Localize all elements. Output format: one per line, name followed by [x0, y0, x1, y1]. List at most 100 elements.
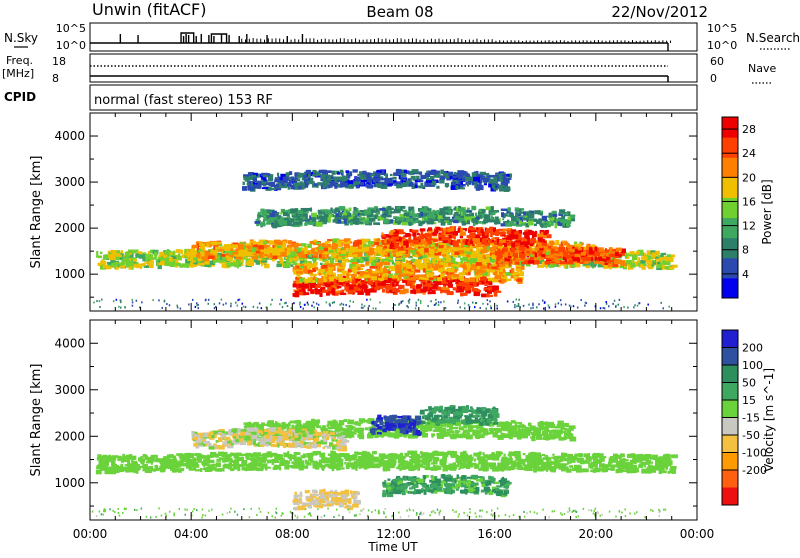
- power-echo-cell: [122, 265, 125, 269]
- power-echo-cell: [316, 242, 321, 245]
- power-echo-cell: [472, 172, 477, 177]
- power-echo-cell: [436, 186, 439, 189]
- power-echo-cell: [628, 265, 631, 270]
- power-echo-cell: [336, 177, 342, 181]
- power-echo-cell: [401, 221, 407, 225]
- power-echo-cell: [470, 268, 473, 270]
- power-echo-cell: [96, 251, 98, 256]
- power-echo-cell: [387, 287, 393, 290]
- power-echo-cell: [545, 261, 550, 265]
- power-echo-cell: [454, 212, 458, 216]
- power-echo-cell: [135, 253, 139, 257]
- power-echo-cell: [300, 181, 303, 184]
- power-echo-cell: [423, 282, 425, 284]
- power-echo-cell: [363, 285, 367, 289]
- power-echo-cell: [453, 242, 459, 247]
- power-echo-cell: [419, 172, 422, 175]
- power-echo-cell: [403, 241, 408, 246]
- power-echo-cell: [507, 230, 512, 234]
- power-echo-cell: [269, 249, 271, 253]
- nave-tick-top: 60: [710, 55, 724, 68]
- power-echo-cell: [534, 210, 540, 214]
- power-echo-cell: [466, 210, 473, 212]
- power-echo-cell: [423, 258, 430, 263]
- power-echo-cell: [496, 230, 499, 235]
- power-echo-cell: [481, 281, 484, 284]
- power-echo-cell: [503, 247, 508, 252]
- power-echo-cell: [335, 291, 341, 293]
- power-echo-cell: [464, 288, 468, 291]
- power-echo-cell: [594, 247, 597, 252]
- power-echo-cell: [651, 252, 656, 257]
- power-echo-cell: [305, 292, 309, 295]
- power-echo-cell: [615, 252, 619, 256]
- power-echo-cell: [488, 240, 490, 242]
- power-echo-cell: [440, 219, 444, 221]
- power-echo-cell: [538, 237, 543, 241]
- power-echo-cell: [578, 248, 583, 250]
- power-echo-cell: [224, 247, 230, 251]
- power-echo-cell: [433, 281, 438, 284]
- power-echo-cell: [483, 255, 486, 259]
- power-echo-cell: [501, 212, 504, 217]
- power-echo-cell: [106, 265, 108, 268]
- power-echo-cell: [230, 262, 237, 266]
- power-echo-cell: [356, 288, 358, 291]
- power-echo-cell: [523, 237, 525, 240]
- power-echo-cell: [176, 249, 181, 253]
- power-echo-cell: [485, 231, 487, 236]
- power-echo-cell: [448, 239, 451, 243]
- power-echo-cell: [447, 228, 451, 231]
- power-echo-cell: [275, 217, 278, 219]
- power-echo-cell: [424, 248, 429, 252]
- power-echo-cell: [606, 260, 610, 262]
- power-echo-cell: [440, 274, 445, 278]
- power-echo-cell: [293, 283, 298, 287]
- power-echo-cell: [476, 242, 482, 247]
- power-echo-cell: [524, 242, 527, 246]
- power-echo-cell: [191, 253, 196, 255]
- power-echo-cell: [566, 222, 568, 224]
- power-echo-cell: [369, 247, 373, 251]
- power-echo-cell: [534, 224, 537, 226]
- power-echo-cell: [375, 239, 377, 241]
- power-echo-cell: [511, 243, 515, 248]
- power-echo-cell: [304, 283, 309, 288]
- power-echo-cell: [433, 216, 435, 219]
- power-echo-cell: [521, 257, 523, 260]
- power-echo-cell: [149, 257, 155, 259]
- power-echo-cell: [339, 206, 346, 211]
- power-echo-cell: [360, 210, 365, 212]
- cpid-label: CPID: [4, 90, 36, 104]
- power-echo-cell: [284, 218, 289, 220]
- power-echo-cell: [420, 228, 426, 231]
- power-echo-cell: [528, 221, 534, 226]
- power-echo-cell: [435, 215, 438, 218]
- power-echo-cell: [133, 259, 137, 262]
- power-echo-cell: [376, 208, 379, 212]
- power-echo-cell: [506, 279, 512, 281]
- power-echo-cell: [477, 185, 483, 188]
- power-echo-cell: [287, 220, 290, 224]
- power-echo-cell: [543, 231, 546, 234]
- power-echo-cell: [290, 209, 295, 214]
- power-echo-cell: [121, 250, 123, 253]
- power-echo-cell: [656, 264, 662, 268]
- power-echo-cell: [371, 262, 376, 266]
- power-echo-cell: [369, 218, 375, 221]
- power-echo-cell: [308, 174, 311, 179]
- power-echo-cell: [458, 282, 464, 287]
- power-echo-cell: [540, 223, 543, 226]
- freq-unit-label: [MHz]: [2, 67, 34, 80]
- date-title: 22/Nov/2012: [611, 3, 708, 21]
- power-echo-cell: [287, 245, 293, 248]
- power-echo-cell: [359, 218, 365, 220]
- power-echo-cell: [103, 265, 106, 268]
- power-echo-cell: [466, 252, 471, 255]
- power-echo-cell: [265, 217, 267, 220]
- power-echo-cell: [473, 238, 480, 242]
- power-echo-cell: [156, 262, 158, 267]
- power-echo-cell: [149, 261, 154, 264]
- power-echo-cell: [323, 219, 327, 222]
- power-echo-cell: [315, 285, 321, 288]
